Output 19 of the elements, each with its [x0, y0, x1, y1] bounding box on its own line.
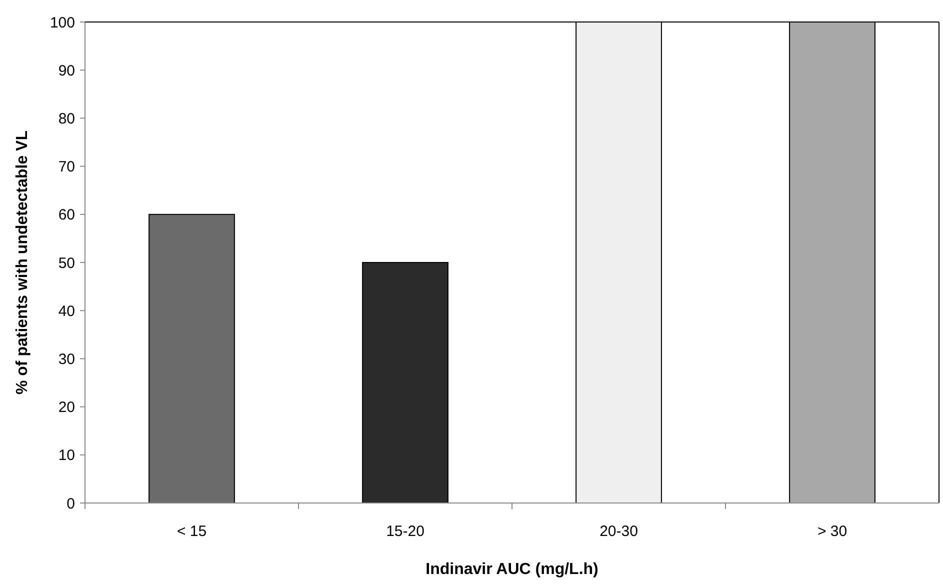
- x-axis-title: Indinavir AUC (mg/L.h): [426, 561, 598, 578]
- y-tick-label: 60: [58, 206, 75, 224]
- x-tick-label: 20-30: [600, 523, 638, 540]
- bar: [362, 262, 448, 504]
- x-tick-label: 15-20: [386, 523, 424, 540]
- y-tick-label: 0: [66, 495, 75, 512]
- y-tick-label: 40: [58, 302, 75, 320]
- bar: [148, 214, 235, 504]
- y-tick-label: 80: [58, 110, 75, 128]
- y-tick-label: 20: [58, 399, 75, 416]
- x-tick-label: < 15: [176, 523, 207, 540]
- y-tick-label: 100: [50, 14, 75, 32]
- y-tick-label: 50: [58, 254, 75, 272]
- x-tick-label: > 30: [817, 523, 848, 540]
- y-tick-label: 10: [58, 447, 75, 464]
- y-tick-label: 90: [58, 62, 75, 80]
- y-tick-label: 70: [58, 158, 75, 176]
- y-tick-label: 30: [58, 350, 75, 368]
- y-axis-title: % of patients with undetectable VL: [14, 130, 31, 395]
